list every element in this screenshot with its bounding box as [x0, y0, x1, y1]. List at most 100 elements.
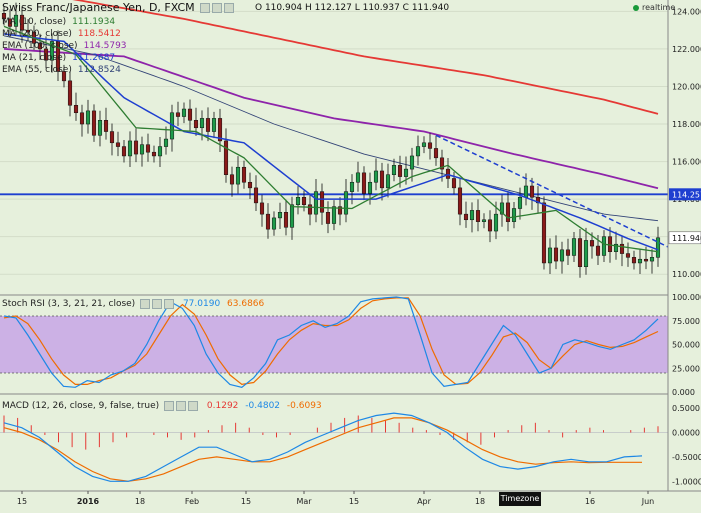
candle — [235, 166, 241, 185]
candle — [19, 14, 25, 31]
realtime-status: realtime — [633, 3, 675, 12]
candle — [193, 120, 199, 129]
candle — [1, 13, 7, 20]
candle — [49, 41, 55, 61]
time-tick-label: 2016 — [77, 497, 100, 506]
candle — [73, 105, 79, 114]
last-price-box — [668, 231, 701, 245]
candle — [25, 29, 31, 33]
macd-line-value: -0.4802 — [245, 401, 281, 411]
indicator-value: 112.8524 — [77, 65, 121, 75]
stoch-label: Stoch RSI (3, 3, 21, 21, close) — [2, 299, 136, 309]
candle — [85, 110, 91, 125]
macd-close-icon[interactable] — [188, 400, 199, 411]
candle — [451, 178, 457, 189]
candle — [163, 138, 169, 147]
macd-settings-icon[interactable] — [164, 400, 175, 411]
indicator-value: 114.5793 — [83, 41, 127, 51]
indicator-value: 111.1934 — [72, 17, 116, 27]
candle — [91, 110, 97, 136]
candle — [151, 151, 157, 157]
candle — [7, 18, 13, 27]
candle — [343, 191, 349, 215]
candle — [619, 243, 625, 254]
main-legend-row: EMA (55, close) 112.8524 — [2, 64, 127, 76]
candle — [373, 170, 379, 183]
macd-visibility-icon[interactable] — [176, 400, 187, 411]
level-marker-box — [669, 188, 701, 201]
indicator-label: EMA (100, close) — [2, 41, 78, 51]
macd-pane — [0, 412, 668, 482]
stoch-pane — [0, 296, 668, 388]
time-axis: 15 2016 18 Feb 15 Mar 15 Apr 18 16 Jun — [0, 490, 701, 506]
realtime-dot-icon — [633, 4, 639, 11]
indicator-value: 111.2687 — [72, 53, 116, 63]
indicator-label: MA (10, close) — [2, 17, 67, 27]
candle — [553, 247, 559, 262]
candle — [259, 202, 265, 215]
candle — [571, 238, 577, 256]
candle — [499, 202, 505, 215]
candle — [643, 258, 649, 262]
candle — [181, 108, 187, 117]
candle — [307, 204, 313, 215]
candle — [115, 142, 121, 147]
indicator-value: 118.5412 — [77, 29, 121, 39]
candle — [331, 206, 337, 224]
timezone-button[interactable]: Timezone — [499, 492, 541, 506]
candle — [271, 217, 277, 230]
time-tick-label: 16 — [585, 497, 595, 506]
macd-tick-label: 0.5000 — [672, 404, 700, 413]
macd-tick-label: -1.0000 — [672, 477, 701, 486]
candle — [319, 191, 325, 213]
settings-icon[interactable] — [200, 3, 211, 13]
close-icon[interactable] — [224, 3, 235, 13]
candle — [43, 48, 49, 61]
candle — [655, 237, 661, 258]
last-price-label: 111.940 — [672, 234, 701, 243]
candle — [637, 258, 643, 264]
visibility-icon[interactable] — [212, 3, 223, 13]
main-legend: MA (10, close) 111.1934 MA (200, close) 118… — [2, 16, 127, 76]
candle — [367, 181, 373, 194]
candle — [199, 118, 205, 129]
macd-signal-value: -0.6093 — [286, 401, 322, 411]
candle — [517, 197, 523, 209]
candle — [457, 187, 463, 215]
candle — [145, 144, 151, 153]
main-legend-row: MA (21, close) 111.2687 — [2, 52, 127, 64]
candle — [511, 208, 517, 222]
macd-tick-label: 0.0000 — [672, 429, 700, 438]
price-tick-label: 122.000 — [672, 45, 701, 54]
time-tick-label: 18 — [475, 497, 485, 506]
stoch-settings-icon[interactable] — [140, 298, 151, 309]
candle — [229, 174, 235, 185]
candle — [421, 142, 427, 147]
realtime-label: realtime — [642, 3, 676, 12]
stoch-tick-label: 75.000 — [672, 317, 700, 326]
candle — [583, 240, 589, 267]
candle — [265, 213, 271, 230]
candle — [415, 146, 421, 157]
price-tick-label: 118.000 — [672, 120, 701, 129]
candle — [325, 212, 331, 224]
candle — [385, 174, 391, 189]
candle — [79, 112, 85, 125]
candle — [241, 166, 247, 183]
candle — [427, 142, 433, 149]
candle — [409, 155, 415, 170]
candle — [211, 118, 217, 132]
stoch-tick-label: 50.000 — [672, 341, 700, 350]
candle — [613, 243, 619, 252]
resistance-trendline — [435, 134, 669, 248]
candle — [61, 71, 67, 82]
ema55-line — [3, 35, 659, 222]
candle — [379, 170, 385, 189]
candle — [97, 120, 103, 136]
stoch-visibility-icon[interactable] — [152, 298, 163, 309]
stoch-close-icon[interactable] — [164, 298, 175, 309]
candle — [475, 210, 481, 222]
candle — [625, 253, 631, 258]
